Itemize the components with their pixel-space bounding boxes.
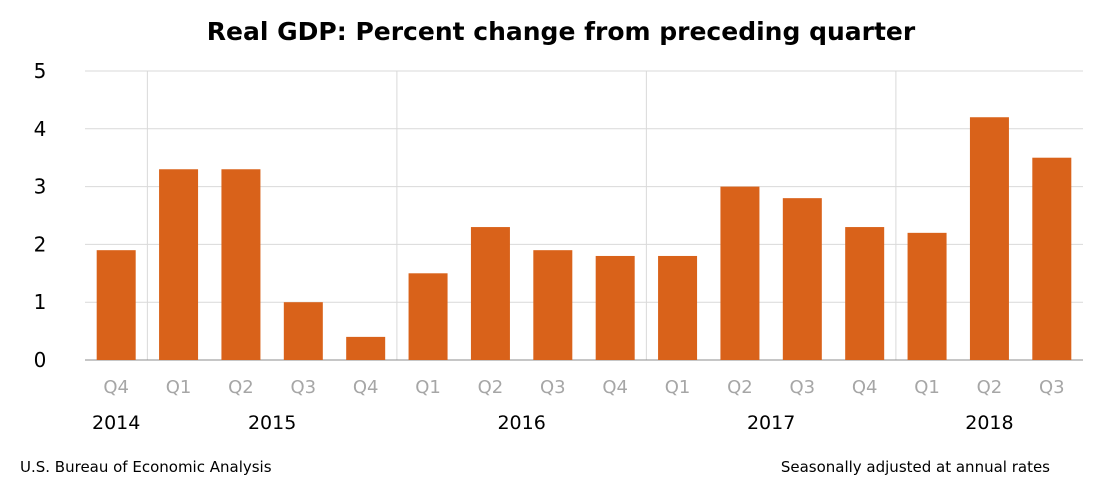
quarter-label: Q3: [790, 377, 816, 398]
quarter-label: Q1: [415, 377, 441, 398]
y-tick-label: 3: [34, 175, 47, 199]
bar: [845, 227, 885, 360]
quarter-label: Q2: [228, 377, 254, 398]
bar: [595, 255, 635, 360]
bar: [1032, 157, 1072, 360]
quarter-label: Q3: [291, 377, 317, 398]
quarter-label: Q1: [914, 377, 940, 398]
chart-title: Real GDP: Percent change from preceding …: [207, 17, 916, 46]
quarter-label: Q3: [540, 377, 566, 398]
bar: [907, 232, 947, 360]
quarter-label: Q4: [852, 377, 878, 398]
quarter-label: Q2: [727, 377, 753, 398]
bar: [159, 169, 199, 360]
year-label: 2018: [965, 412, 1013, 434]
quarter-label: Q1: [166, 377, 192, 398]
bar: [283, 302, 323, 360]
y-tick-label: 2: [34, 232, 47, 256]
bar: [221, 169, 261, 360]
bar: [96, 250, 136, 360]
quarter-label: Q4: [103, 377, 129, 398]
bar: [969, 117, 1009, 361]
y-tick-label: 4: [34, 117, 47, 141]
quarter-label: Q1: [665, 377, 691, 398]
y-tick-label: 5: [34, 59, 47, 83]
bar: [470, 227, 510, 360]
y-tick-label: 1: [34, 290, 47, 314]
quarter-label: Q3: [1039, 377, 1065, 398]
year-label: 2017: [747, 412, 795, 434]
quarter-label: Q2: [977, 377, 1003, 398]
y-tick-label: 0: [34, 348, 47, 372]
year-label: 2014: [92, 412, 140, 434]
year-label: 2015: [248, 412, 296, 434]
source-note: U.S. Bureau of Economic Analysis: [20, 458, 272, 476]
quarter-label: Q4: [602, 377, 628, 398]
bar: [346, 336, 386, 360]
bar: [720, 186, 760, 360]
quarter-label: Q2: [478, 377, 504, 398]
quarter-label: Q4: [353, 377, 379, 398]
bar: [533, 250, 573, 360]
year-label: 2016: [497, 412, 545, 434]
bar: [782, 198, 822, 360]
bar: [408, 273, 448, 360]
adjustment-note: Seasonally adjusted at annual rates: [781, 458, 1050, 476]
bar: [658, 255, 698, 360]
